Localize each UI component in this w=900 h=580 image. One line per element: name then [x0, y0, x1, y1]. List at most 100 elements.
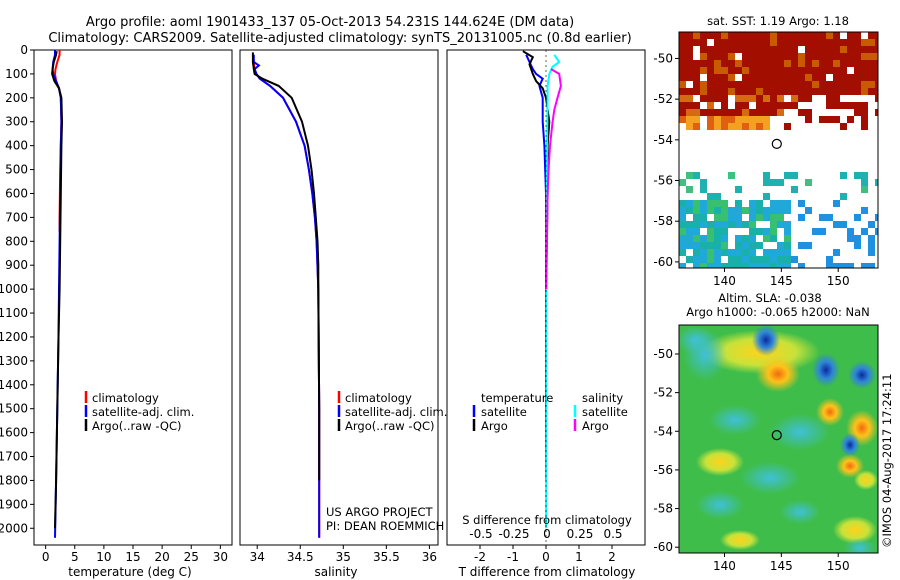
sst-cell: [735, 123, 742, 130]
sst-cell: [826, 95, 833, 102]
sst-cell: [693, 102, 700, 109]
sst-cell: [714, 263, 721, 268]
depth-tick-label: 1500: [0, 402, 28, 416]
sst-cell: [714, 81, 721, 88]
sst-cell: [861, 116, 868, 123]
sst-cell: [833, 221, 840, 228]
x-tick-label: 5: [71, 550, 79, 564]
sst-cell: [763, 193, 770, 200]
sst-cell: [679, 235, 686, 242]
sst-cell: [707, 193, 714, 200]
sst-cell: [700, 221, 707, 228]
salinity-difference-legend: salinity satellite Argo: [573, 391, 628, 433]
sst-cell: [770, 32, 777, 39]
sst-cell: [693, 88, 700, 95]
sst-cell: [721, 228, 728, 235]
map-lon-tick-label: 140: [713, 559, 736, 573]
sst-cell: [721, 200, 728, 207]
sst-cell: [749, 116, 756, 123]
sst-cell: [707, 242, 714, 249]
depth-tick-label: 500: [5, 163, 28, 177]
sst-cell: [777, 60, 784, 67]
sst-cell: [805, 32, 812, 39]
sst-cell: [805, 207, 812, 214]
sst-cell: [728, 172, 735, 179]
sst-cell: [686, 32, 693, 39]
legend-label-satellite: satellite-adj. clim.: [92, 405, 194, 419]
sst-cell: [735, 200, 742, 207]
map-lat-tick-label: -60: [653, 255, 673, 269]
sst-cell: [679, 116, 686, 123]
legend-label-argo: Argo(..raw -QC): [92, 419, 182, 433]
sst-cell: [840, 263, 847, 268]
sst-cell: [742, 102, 749, 109]
sst-cell: [833, 32, 840, 39]
sst-cell: [784, 53, 791, 60]
series-line-argo-raw-qc-: [251, 52, 321, 481]
depth-tick-label: 800: [5, 234, 28, 248]
sst-cell: [868, 74, 875, 81]
sst-cell: [833, 60, 840, 67]
sst-cell: [791, 74, 798, 81]
sst-cell: [791, 102, 798, 109]
depth-tick-label: 600: [5, 186, 28, 200]
imos-credit: ©IMOS 04-Aug-2017 17:24:11: [880, 373, 894, 548]
sst-cell: [784, 67, 791, 74]
sst-cell: [868, 60, 875, 67]
sst-cell: [756, 60, 763, 67]
x-tick-label: 34.5: [287, 550, 314, 564]
sst-cell: [868, 242, 875, 249]
sst-cell: [840, 67, 847, 74]
sst-cell: [826, 214, 833, 221]
sst-cell: [826, 67, 833, 74]
sst-cell: [686, 116, 693, 123]
sst-cell: [742, 256, 749, 263]
sst-cell: [756, 95, 763, 102]
sst-cell: [770, 67, 777, 74]
sst-cell: [784, 207, 791, 214]
sst-cell: [742, 60, 749, 67]
sst-cell: [686, 235, 693, 242]
sst-cell: [868, 81, 875, 88]
s-difference-x-ticks: -0.5 -0.25 0 0.25 0.5: [469, 527, 622, 541]
sst-cell: [770, 95, 777, 102]
sst-cell: [805, 179, 812, 186]
salinity-xlabel: salinity: [314, 565, 357, 579]
sst-cell: [749, 39, 756, 46]
sst-cell: [735, 207, 742, 214]
sst-cell: [854, 214, 861, 221]
sst-cell: [693, 81, 700, 88]
map-lat-tick-label: -52: [653, 92, 673, 106]
sst-cell: [679, 214, 686, 221]
sst-cell: [700, 242, 707, 249]
sla-blob: [844, 538, 876, 553]
map-lat-tick-label: -54: [653, 424, 673, 438]
sst-cell: [847, 235, 854, 242]
sst-cell: [812, 60, 819, 67]
sst-cell: [875, 67, 878, 74]
sst-cell: [742, 39, 749, 46]
sst-cell: [798, 263, 805, 268]
sst-cell: [770, 235, 777, 242]
sst-cell: [693, 256, 700, 263]
depth-tick-label: 1300: [0, 354, 28, 368]
depth-ticks: 0 100 200 300 400 500 600 700 800 900 1000 1100 1200…: [0, 43, 34, 535]
sst-cell: [770, 263, 777, 268]
sst-cell: [833, 53, 840, 60]
sst-cell: [749, 263, 756, 268]
sst-cell: [735, 109, 742, 116]
sst-cell: [679, 67, 686, 74]
sla-blob: [848, 361, 876, 389]
sst-cell: [868, 32, 875, 39]
sst-cell: [721, 242, 728, 249]
sla-blob: [836, 454, 864, 478]
sst-cell: [714, 109, 721, 116]
sst-cell: [735, 221, 742, 228]
sst-cell: [840, 88, 847, 95]
sst-cell: [826, 60, 833, 67]
sla-map-title: Altim. SLA: -0.038: [718, 291, 822, 305]
sst-cell: [742, 221, 749, 228]
sst-cell: [749, 200, 756, 207]
temperature-difference-legend: temperature satellite Argo: [472, 391, 553, 433]
sst-cell: [728, 221, 735, 228]
